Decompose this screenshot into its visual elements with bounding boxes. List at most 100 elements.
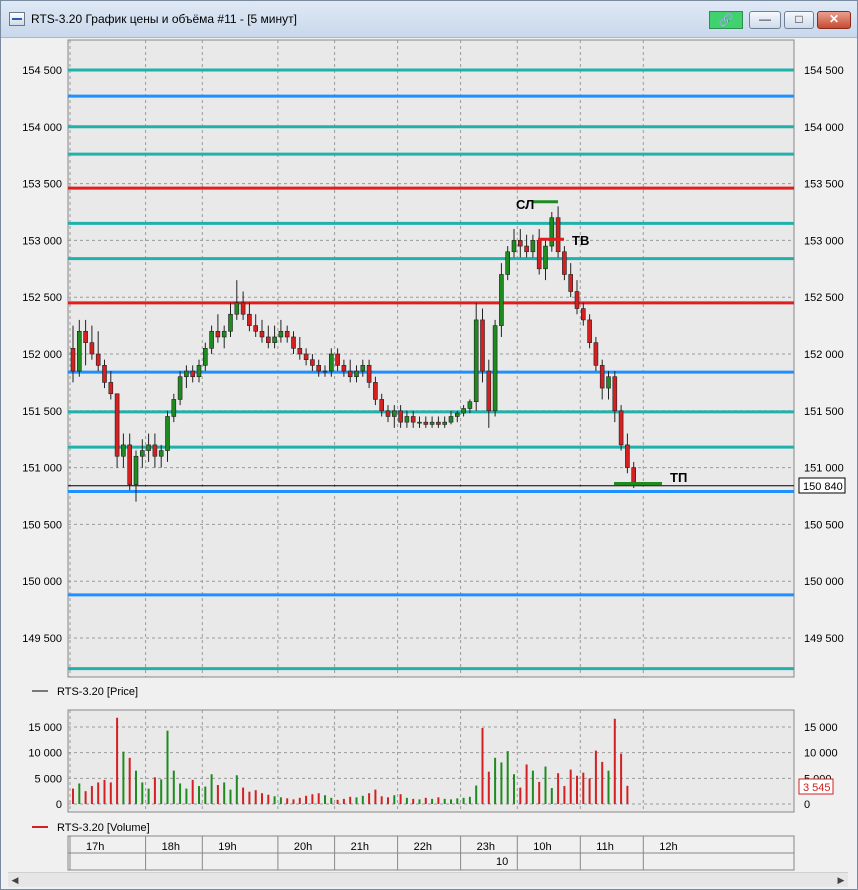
candle-body[interactable] <box>228 313 233 332</box>
candle-body[interactable] <box>215 330 221 338</box>
close-button[interactable]: ✕ <box>817 11 851 29</box>
candle-body[interactable] <box>190 370 195 378</box>
volume-bar[interactable] <box>292 799 295 804</box>
candle-body[interactable] <box>429 421 435 425</box>
volume-bar[interactable] <box>191 779 194 804</box>
candle-body[interactable] <box>221 330 227 338</box>
volume-bar[interactable] <box>103 779 106 804</box>
title-bar[interactable]: RTS-3.20 График цены и объёма #11 - [5 м… <box>1 1 857 38</box>
candle-body[interactable] <box>234 302 240 315</box>
candle-body[interactable] <box>360 365 366 372</box>
volume-bar[interactable] <box>424 797 427 804</box>
volume-bar[interactable] <box>242 787 245 804</box>
volume-bar[interactable] <box>468 796 471 804</box>
candle-body[interactable] <box>278 330 284 338</box>
volume-bar[interactable] <box>361 795 364 804</box>
volume-bar[interactable] <box>601 761 604 804</box>
volume-bar[interactable] <box>437 797 440 804</box>
candle-body[interactable] <box>140 450 145 457</box>
volume-bar[interactable] <box>626 785 629 804</box>
candle-body[interactable] <box>121 444 126 457</box>
candle-body[interactable] <box>517 240 523 247</box>
volume-bar[interactable] <box>116 717 119 804</box>
volume-bar[interactable] <box>216 785 219 804</box>
volume-bar[interactable] <box>412 798 415 804</box>
candle-body[interactable] <box>480 319 485 372</box>
candle-body[interactable] <box>310 359 315 366</box>
candle-body[interactable] <box>328 353 334 372</box>
candle-body[interactable] <box>404 416 410 423</box>
candle-body[interactable] <box>454 412 460 417</box>
scroll-left-icon[interactable]: ◀ <box>11 875 19 885</box>
candle-body[interactable] <box>499 274 504 326</box>
candle-body[interactable] <box>133 455 139 485</box>
candle-body[interactable] <box>385 410 391 417</box>
volume-bar[interactable] <box>261 793 263 804</box>
volume-bar[interactable] <box>550 788 553 804</box>
horizontal-levels[interactable] <box>68 68 794 671</box>
candle-body[interactable] <box>272 336 277 343</box>
candle-body[interactable] <box>625 444 630 468</box>
candle-body[interactable] <box>530 240 536 253</box>
volume-bar[interactable] <box>393 795 396 804</box>
volume-bar[interactable] <box>305 795 308 804</box>
candle-body[interactable] <box>524 245 529 253</box>
candle-body[interactable] <box>83 330 88 343</box>
volume-bar[interactable] <box>594 750 597 804</box>
maximize-button[interactable]: □ <box>784 11 814 29</box>
volume-bar[interactable] <box>273 796 276 804</box>
volume-bar[interactable] <box>279 797 282 804</box>
candle-body[interactable] <box>398 410 403 423</box>
chart-canvas[interactable]: 154 500 154 500 154 000 154 000 153 500 153 5… <box>0 36 858 888</box>
candle-body[interactable] <box>284 330 290 338</box>
volume-bar[interactable] <box>588 778 591 804</box>
candle-body[interactable] <box>562 251 567 275</box>
volume-bar[interactable] <box>456 798 459 804</box>
volume-bar[interactable] <box>500 762 503 804</box>
volume-bar[interactable] <box>418 799 421 804</box>
volume-bar[interactable] <box>405 797 408 804</box>
volume-plot-area[interactable] <box>67 709 795 813</box>
candle-body[interactable] <box>555 217 561 253</box>
volume-bar[interactable] <box>431 798 434 804</box>
candle-body[interactable] <box>379 399 385 412</box>
candle-body[interactable] <box>70 348 76 372</box>
candle-body[interactable] <box>492 325 498 412</box>
candle-body[interactable] <box>114 393 120 457</box>
volume-bar[interactable] <box>72 788 74 804</box>
price-plot-area[interactable] <box>67 39 795 678</box>
volume-bar[interactable] <box>399 794 402 804</box>
volume-bar[interactable] <box>229 789 232 804</box>
volume-bar[interactable] <box>160 779 163 804</box>
candle-body[interactable] <box>203 348 208 366</box>
candle-body[interactable] <box>127 444 132 485</box>
volume-bar[interactable] <box>582 772 585 804</box>
candle-body[interactable] <box>536 240 542 270</box>
candle-body[interactable] <box>448 416 454 423</box>
volume-bar[interactable] <box>513 774 515 804</box>
volume-bar[interactable] <box>153 777 156 804</box>
candle-body[interactable] <box>77 330 82 372</box>
candle-body[interactable] <box>291 336 296 349</box>
volume-bar[interactable] <box>342 798 345 804</box>
candle-body[interactable] <box>171 399 177 417</box>
volume-bar[interactable] <box>210 774 213 804</box>
candle-body[interactable] <box>152 444 158 457</box>
volume-bar[interactable] <box>223 782 226 804</box>
volume-bar[interactable] <box>462 797 465 804</box>
volume-bar[interactable] <box>109 782 112 804</box>
volume-bar[interactable] <box>349 796 352 804</box>
volume-bar[interactable] <box>248 791 251 804</box>
volume-bar[interactable] <box>487 771 490 804</box>
volume-bar[interactable] <box>519 787 522 804</box>
volume-bar[interactable] <box>450 799 452 804</box>
volume-bar[interactable] <box>475 785 478 804</box>
candle-body[interactable] <box>618 410 624 446</box>
candle-body[interactable] <box>196 365 202 378</box>
volume-bar[interactable] <box>607 770 610 804</box>
minimize-button[interactable]: — <box>749 11 781 29</box>
volume-bar[interactable] <box>525 764 528 804</box>
candle-body[interactable] <box>347 370 353 378</box>
candle-body[interactable] <box>165 416 170 451</box>
candle-body[interactable] <box>574 291 580 309</box>
